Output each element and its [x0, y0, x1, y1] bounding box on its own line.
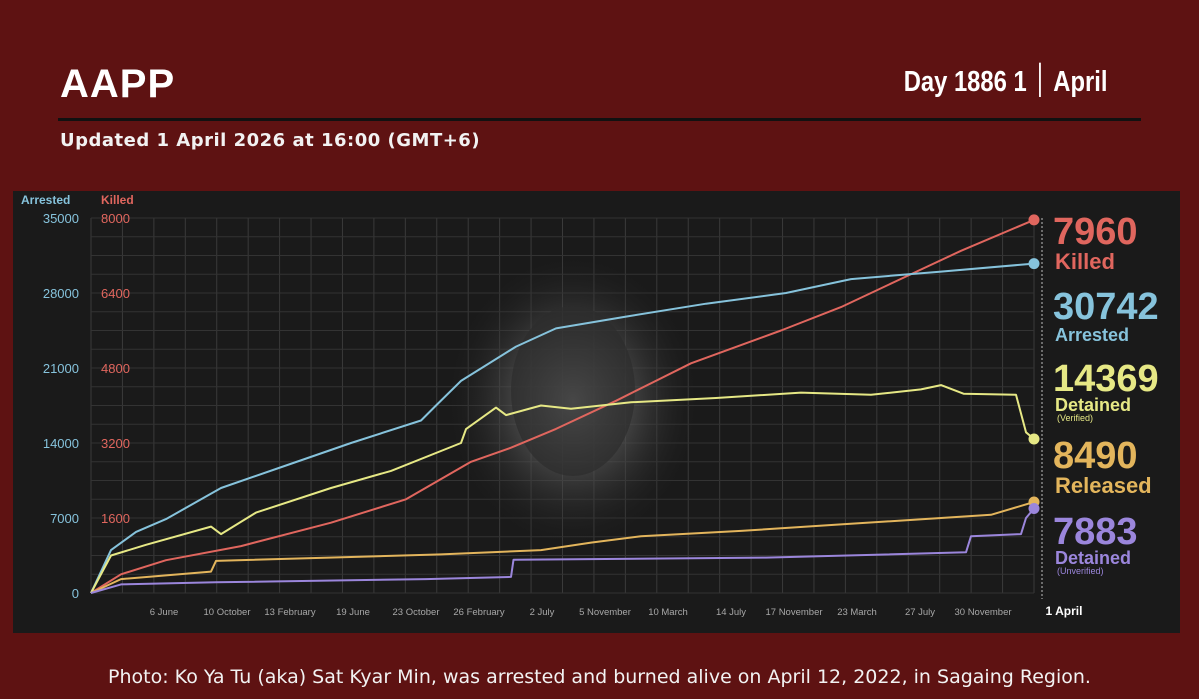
left-axis-tick-label: 35000: [43, 211, 79, 226]
killed-axis-tick-label: 8000: [101, 211, 130, 226]
left-axis-title: Arrested: [21, 193, 70, 207]
series-value-arrested: 30742: [1053, 286, 1159, 328]
killed-axis-tick-label: 4800: [101, 361, 130, 376]
killed-axis-tick-label: 3200: [101, 436, 130, 451]
x-axis-tick-label: 13 February: [264, 607, 315, 618]
x-axis-tick-label: 27 July: [905, 607, 935, 618]
series-label-detained-unverified: Detained: [1055, 548, 1131, 568]
x-axis-tick-label: 10 October: [204, 607, 251, 618]
page-title: AAPP: [60, 62, 176, 106]
series-end-dot-killed: [1028, 214, 1040, 226]
x-axis-tick-label: 30 November: [954, 607, 1011, 618]
series-line-detained-unverified: [90, 507, 1035, 594]
x-axis-tick-label: 19 June: [336, 607, 370, 618]
series-line-released: [90, 501, 1035, 594]
series-line-arrested: [90, 262, 1035, 594]
x-axis-tick-label: 2 July: [530, 607, 555, 618]
series-value-released: 8490: [1053, 435, 1138, 477]
series-end-dot-detained-verified: [1028, 433, 1040, 445]
left-axis-tick-label: 21000: [43, 361, 79, 376]
updated-timestamp: Updated 1 April 2026 at 16:00 (GMT+6): [60, 130, 481, 151]
series-value-detained-verified: 14369: [1053, 358, 1159, 400]
chart-svg: Arrested 35000 28000 21000 14000 7000 0 Killed 8…: [21, 193, 1159, 618]
series-end-dot-detained-unverified: [1028, 503, 1040, 515]
series-line-detained-verified: [90, 384, 1035, 594]
series-label-killed: Killed: [1055, 249, 1115, 274]
header-divider: [58, 118, 1141, 121]
portrait-photo: [443, 251, 703, 551]
killed-axis-tick-label: 6400: [101, 286, 130, 301]
killed-axis-tick-label: 1600: [101, 511, 130, 526]
chart-panel: Arrested 35000 28000 21000 14000 7000 0 Killed 8…: [13, 191, 1180, 633]
x-axis-tick-label: 23 October: [393, 607, 440, 618]
x-axis-tick-label: 1 April: [1046, 604, 1083, 618]
day-date-label: Day 1886 ׀ 1 April: [903, 66, 1107, 98]
series-sublabel-detained-unverified: (Unverified): [1057, 566, 1104, 576]
x-axis-tick-label: 23 March: [837, 607, 877, 618]
photo-caption: Photo: Ko Ya Tu (aka) Sat Kyar Min, was …: [108, 666, 1091, 688]
left-axis-tick-label: 0: [72, 586, 79, 601]
x-axis-tick-label: 10 March: [648, 607, 688, 618]
series-label-detained-verified: Detained: [1055, 395, 1131, 415]
series-value-killed: 7960: [1053, 211, 1138, 253]
series-sublabel-detained-verified: (Verified): [1057, 413, 1093, 423]
x-axis-tick-label: 26 February: [453, 607, 504, 618]
series-line-killed: [90, 218, 1035, 594]
left-axis-tick-label: 7000: [50, 511, 79, 526]
series-label-arrested: Arrested: [1055, 325, 1129, 345]
x-axis-tick-label: 5 November: [579, 607, 631, 618]
series-value-detained-unverified: 7883: [1053, 511, 1138, 553]
x-axis-tick-label: 14 July: [716, 607, 746, 618]
series-label-released: Released: [1055, 473, 1152, 498]
killed-axis-title: Killed: [101, 193, 134, 207]
x-axis-tick-label: 17 November: [765, 607, 822, 618]
series-end-dot-arrested: [1028, 258, 1040, 270]
x-axis-tick-label: 6 June: [150, 607, 179, 618]
left-axis-tick-label: 14000: [43, 436, 79, 451]
left-axis-tick-label: 28000: [43, 286, 79, 301]
